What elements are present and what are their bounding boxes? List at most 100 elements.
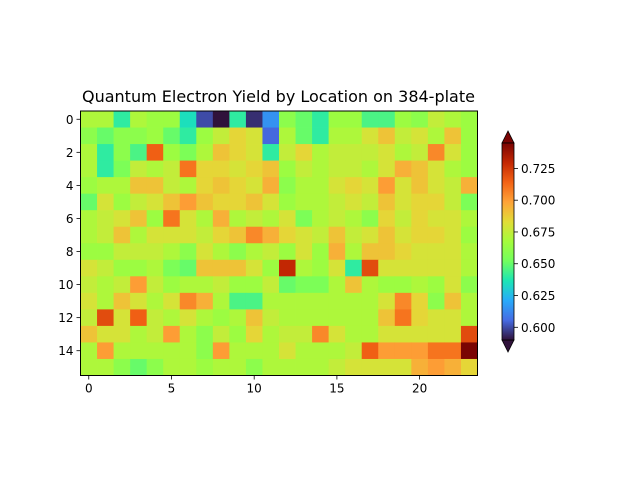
heatmap-cell: [212, 144, 230, 161]
heatmap-cell: [361, 111, 379, 128]
heatmap-cell: [328, 127, 346, 145]
heatmap-cell: [460, 127, 478, 145]
heatmap-cell: [212, 111, 230, 128]
y-tick-label: 14: [58, 344, 73, 358]
heatmap-cell: [97, 309, 114, 327]
heatmap-cell: [312, 243, 330, 261]
heatmap-cell: [295, 342, 313, 360]
heatmap-cell: [229, 325, 247, 343]
heatmap-cell: [411, 226, 429, 244]
heatmap-cell: [262, 358, 280, 376]
heatmap-cell: [163, 177, 181, 195]
heatmap-cell: [378, 325, 396, 343]
heatmap-cell: [444, 177, 462, 195]
heatmap-cell: [80, 259, 98, 277]
heatmap-cell: [328, 342, 346, 360]
heatmap-cell: [113, 259, 131, 277]
heatmap-cell: [328, 111, 346, 128]
heatmap-cell: [212, 193, 230, 211]
y-tick-label: 2: [66, 146, 74, 160]
heatmap-cell: [179, 144, 197, 161]
heatmap-cell: [427, 276, 445, 294]
heatmap-cell: [411, 111, 429, 128]
heatmap-cell: [312, 193, 330, 211]
chart-title: Quantum Electron Yield by Location on 38…: [82, 87, 475, 106]
heatmap-cell: [80, 292, 98, 310]
x-tick-label: 0: [85, 382, 93, 396]
y-tick-label: 0: [66, 113, 74, 127]
heatmap-cell: [427, 342, 445, 360]
heatmap-cell: [279, 276, 296, 294]
heatmap-cell: [97, 243, 114, 261]
heatmap-cell: [196, 111, 214, 128]
colorbar-extend-min: [501, 339, 515, 353]
heatmap-cell: [411, 160, 429, 178]
heatmap-cell: [97, 160, 114, 178]
heatmap-cell: [361, 309, 379, 327]
heatmap-cell: [444, 292, 462, 310]
heatmap-cell: [229, 210, 247, 228]
heatmap-cell: [262, 292, 280, 310]
heatmap-cell: [444, 342, 462, 360]
heatmap-cell: [378, 292, 396, 310]
heatmap-cell: [163, 226, 181, 244]
heatmap-cell: [427, 111, 445, 128]
heatmap-cell: [345, 259, 363, 277]
heatmap-cell: [279, 358, 296, 376]
heatmap-cell: [427, 160, 445, 178]
heatmap-cell: [146, 292, 164, 310]
heatmap-cell: [312, 276, 330, 294]
heatmap-cell: [245, 325, 263, 343]
heatmap-cell: [460, 177, 478, 195]
heatmap-cell: [295, 276, 313, 294]
heatmap-cell: [113, 325, 131, 343]
heatmap-cell: [312, 259, 330, 277]
heatmap-cell: [146, 226, 164, 244]
heatmap-cell: [212, 309, 230, 327]
heatmap-cell: [245, 276, 263, 294]
heatmap-cell: [411, 210, 429, 228]
heatmap-cell: [361, 325, 379, 343]
heatmap-cell: [97, 358, 114, 376]
heatmap-cell: [345, 193, 363, 211]
heatmap-cell: [411, 177, 429, 195]
heatmap-cell: [279, 243, 296, 261]
heatmap-cell: [312, 309, 330, 327]
heatmap-cell: [113, 177, 131, 195]
heatmap-cell: [328, 276, 346, 294]
heatmap-cell: [179, 226, 197, 244]
x-tick-label: 10: [247, 382, 262, 396]
heatmap-cell: [328, 177, 346, 195]
heatmap-cell: [163, 127, 181, 145]
heatmap-cell: [229, 127, 247, 145]
heatmap-cell: [80, 243, 98, 261]
heatmap-cell: [411, 292, 429, 310]
heatmap-cell: [163, 292, 181, 310]
heatmap-cell: [262, 144, 280, 161]
heatmap-cell: [279, 160, 296, 178]
heatmap-cell: [262, 127, 280, 145]
colorbar-tick-label: 0.650: [521, 257, 555, 271]
heatmap-cell: [113, 292, 131, 310]
heatmap-cell: [80, 160, 98, 178]
heatmap-cell: [460, 276, 478, 294]
colorbar-tick-label: 0.700: [521, 194, 555, 208]
heatmap-cell: [328, 210, 346, 228]
heatmap-cell: [328, 309, 346, 327]
heatmap-cell: [394, 193, 412, 211]
heatmap-cell: [130, 127, 148, 145]
heatmap-cell: [130, 309, 148, 327]
heatmap-cell: [460, 358, 478, 376]
heatmap-cell: [97, 226, 114, 244]
heatmap-cell: [80, 177, 98, 195]
heatmap-cell: [80, 226, 98, 244]
heatmap-cell: [312, 292, 330, 310]
heatmap-cell: [179, 276, 197, 294]
heatmap-cell: [196, 193, 214, 211]
heatmap-cell: [361, 276, 379, 294]
heatmap-cell: [444, 111, 462, 128]
heatmap-cell: [179, 111, 197, 128]
heatmap-cell: [394, 210, 412, 228]
heatmap-cell: [130, 292, 148, 310]
